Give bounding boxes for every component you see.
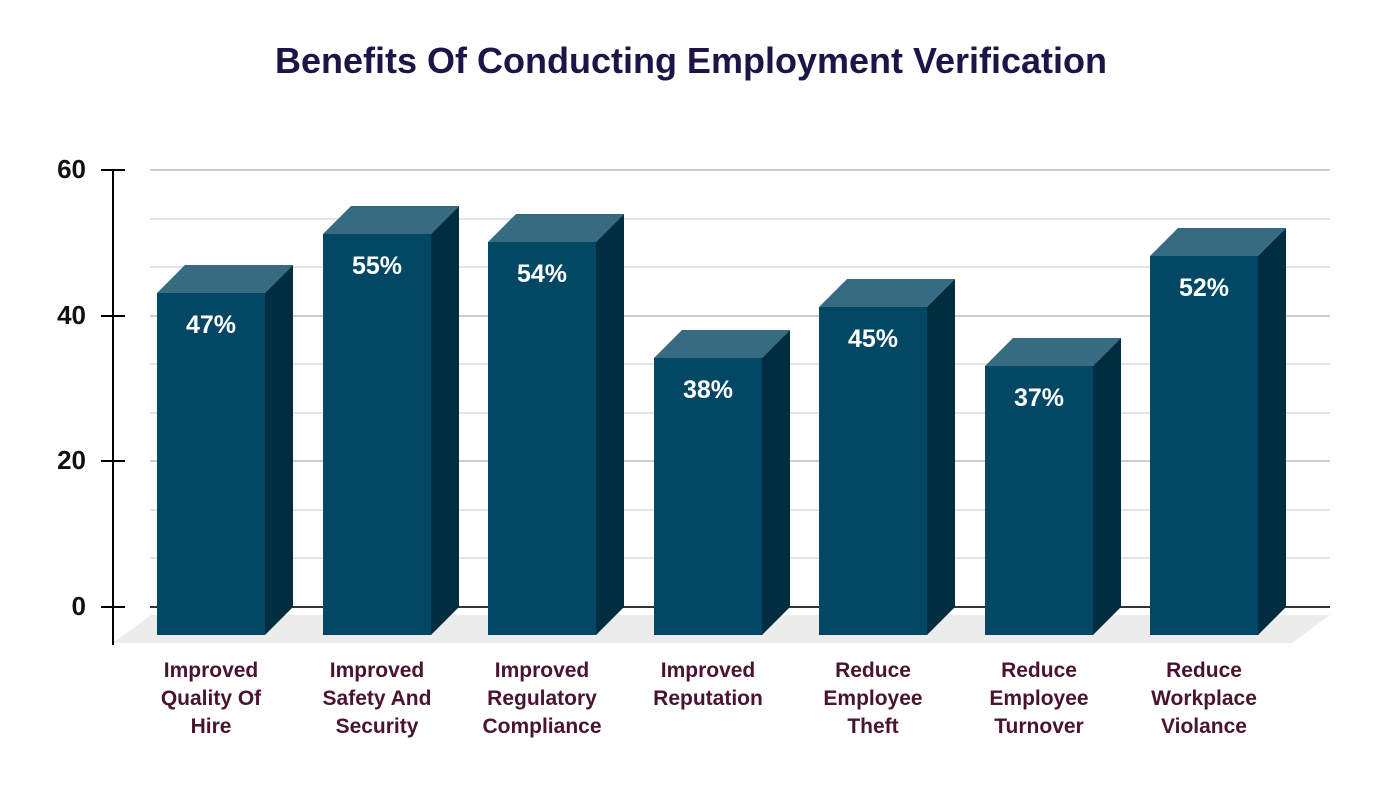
- y-tick-label: 0: [71, 591, 86, 621]
- bar-top-face: [488, 214, 624, 242]
- bar-side-face: [927, 279, 955, 635]
- bar-side-face: [265, 265, 293, 635]
- y-tick-label: 20: [57, 445, 86, 475]
- bar-side-face: [762, 330, 790, 635]
- bar-front-face: [323, 234, 431, 635]
- x-category-label-line: Improved: [660, 659, 756, 682]
- x-category-label-line: Hire: [190, 715, 232, 738]
- bar-front-face: [654, 358, 762, 635]
- x-category-label-line: Quality Of: [160, 687, 262, 710]
- bar-side-face: [1093, 338, 1121, 635]
- chart-title: Benefits Of Conducting Employment Verifi…: [274, 40, 1108, 81]
- bar-value-label: 52%: [1178, 274, 1230, 302]
- bar-top-face: [323, 206, 459, 234]
- y-tick-label: 40: [57, 300, 86, 330]
- x-category-label-line: Reduce: [835, 659, 911, 682]
- x-category-label: Improved Quality Of Hire: [126, 657, 296, 741]
- bar-top-face: [1150, 228, 1286, 256]
- x-category-label-line: Workplace: [1151, 687, 1257, 710]
- x-category-label-line: Improved: [163, 659, 259, 682]
- bar-value-label: 38%: [682, 376, 734, 404]
- bar-value-label: 37%: [1013, 384, 1065, 412]
- bar-front-face: [1150, 256, 1258, 635]
- bar-value-label: 54%: [516, 260, 568, 288]
- x-category-label-line: Improved: [494, 659, 590, 682]
- bar-top-face: [985, 338, 1121, 366]
- x-category-label: Reduce Workplace Violance: [1119, 657, 1289, 741]
- bar-side-face: [596, 214, 624, 635]
- x-category-label-line: Reduce: [1166, 659, 1242, 682]
- x-category-label-line: Safety And: [322, 687, 432, 710]
- x-category-label: Improved Safety And Security: [292, 657, 462, 741]
- x-category-label-line: Theft: [847, 715, 899, 738]
- x-category-label-line: Violance: [1161, 715, 1247, 738]
- bar-value-label: 47%: [185, 311, 237, 339]
- x-category-label: Reduce Employee Theft: [788, 657, 958, 741]
- x-category-label: Reduce Employee Turnover: [954, 657, 1124, 741]
- x-category-label-line: Regulatory: [487, 687, 597, 710]
- bar-side-face: [1258, 228, 1286, 635]
- x-category-label-line: Reputation: [653, 687, 763, 710]
- y-tick-label: 60: [57, 154, 86, 184]
- bar-value-label: 45%: [847, 325, 899, 353]
- bar-front-face: [819, 307, 927, 635]
- x-category-label-line: Employee: [823, 687, 923, 710]
- bar-top-face: [654, 330, 790, 358]
- x-category-label-line: Employee: [989, 687, 1089, 710]
- x-category-label-line: Security: [335, 715, 419, 738]
- bar-side-face: [431, 206, 459, 635]
- x-category-label-line: Compliance: [482, 715, 602, 738]
- x-category-label: Improved Reputation: [623, 657, 793, 713]
- x-category-label-line: Turnover: [994, 715, 1084, 738]
- bar-front-face: [157, 293, 265, 635]
- x-category-label-line: Improved: [329, 659, 425, 682]
- bar-top-face: [819, 279, 955, 307]
- bar-front-face: [985, 366, 1093, 635]
- bar-value-label: 55%: [351, 252, 403, 280]
- x-category-label: Improved Regulatory Compliance: [457, 657, 627, 741]
- bar-front-face: [488, 242, 596, 635]
- bar-top-face: [157, 265, 293, 293]
- x-category-label-line: Reduce: [1001, 659, 1077, 682]
